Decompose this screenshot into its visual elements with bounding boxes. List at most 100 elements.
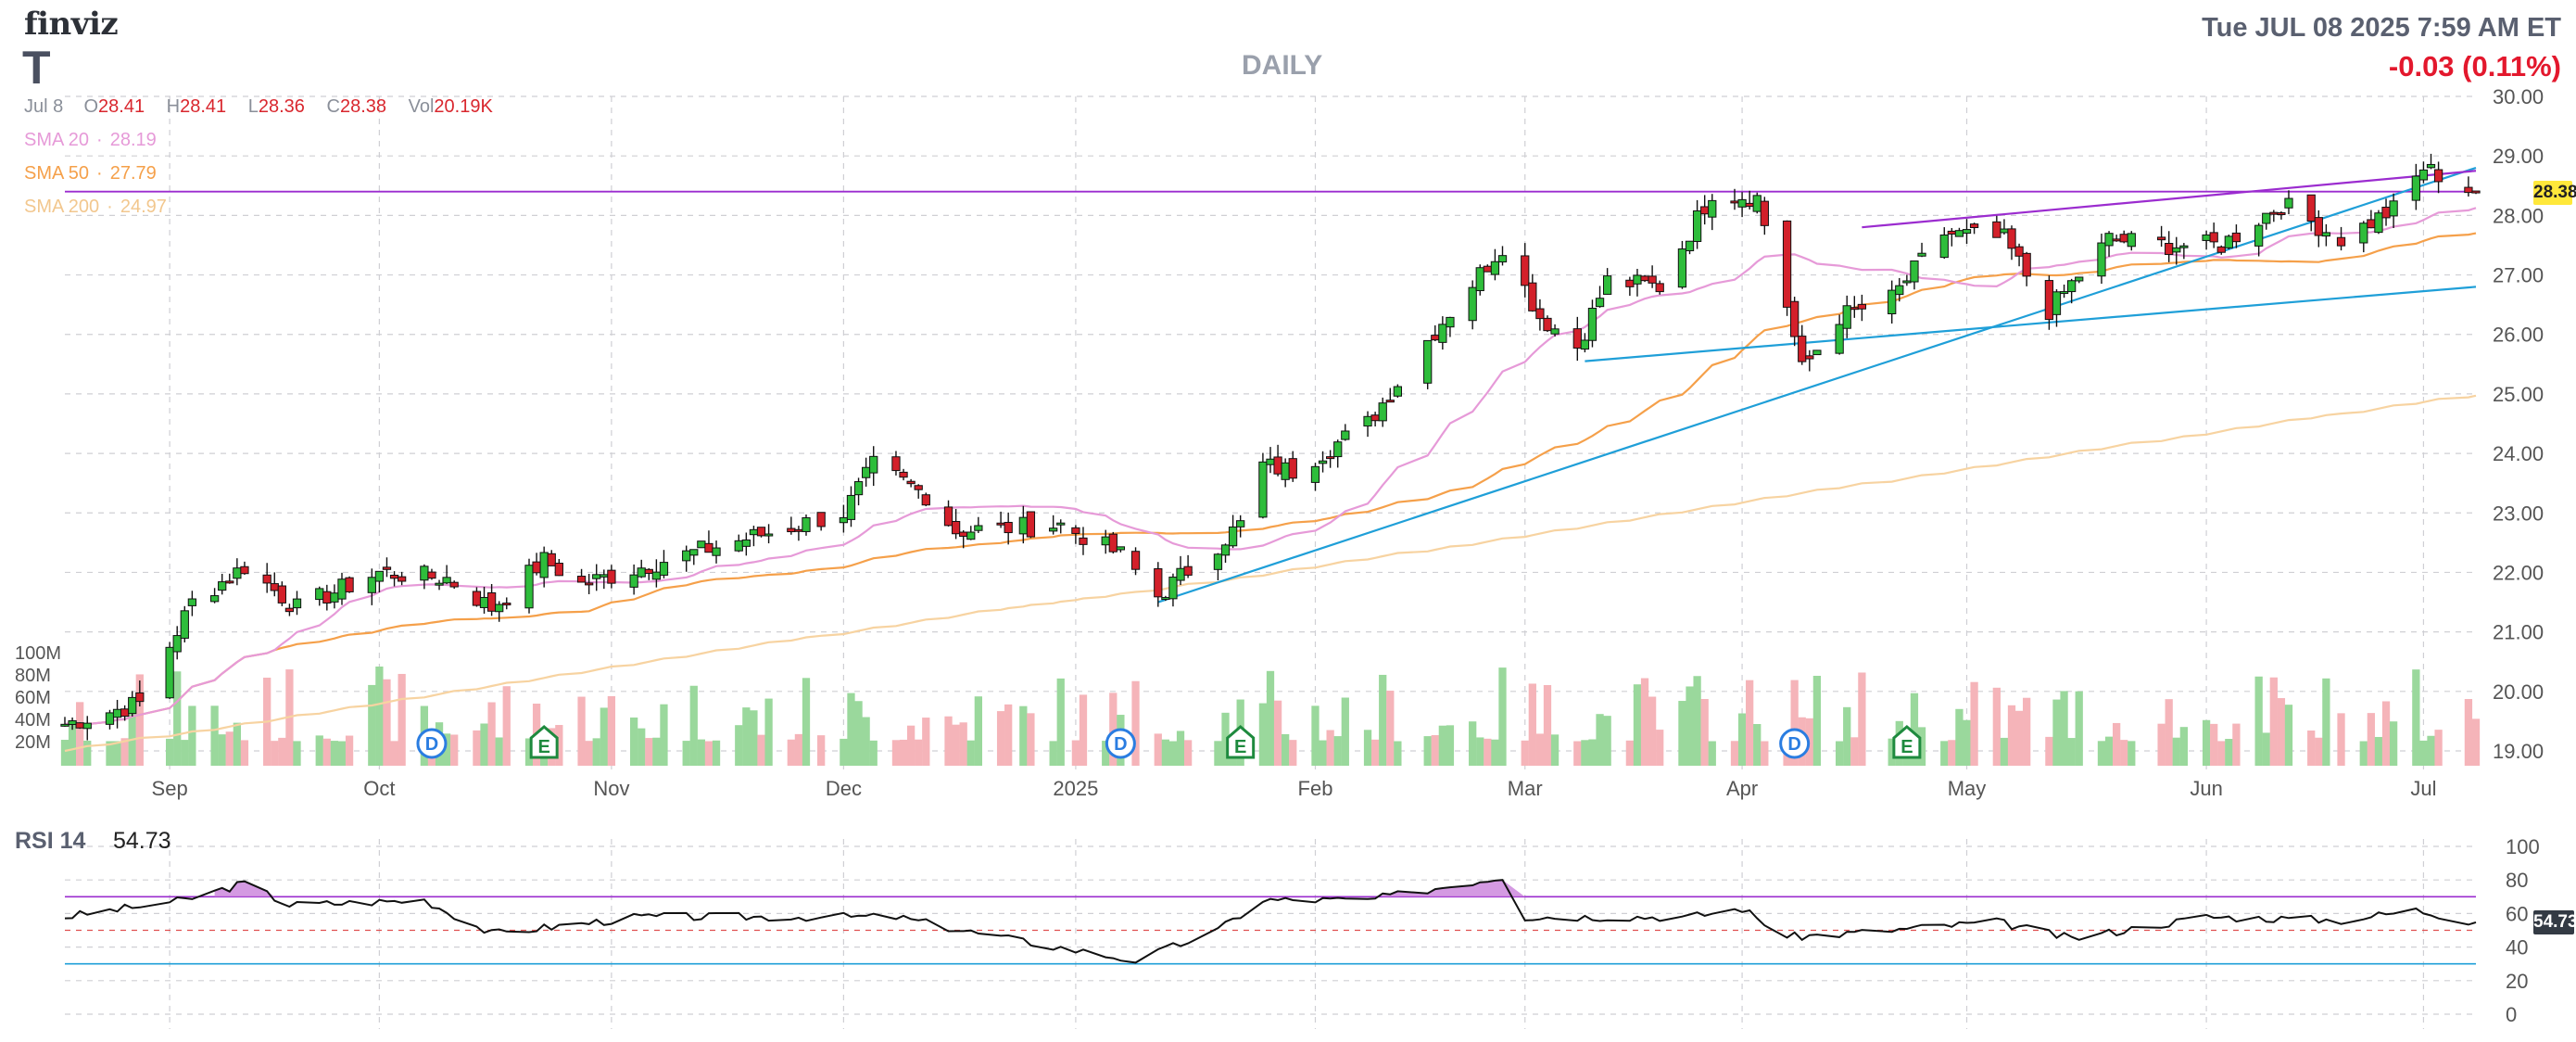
candle-body [1760, 200, 1769, 226]
volume-bar [2322, 678, 2330, 766]
volume-bar [2112, 722, 2121, 766]
rsi-tick-label: 40 [2506, 936, 2528, 959]
volume-bar [750, 710, 758, 766]
volume-bar [1370, 739, 1380, 766]
volume-bar [1753, 724, 1762, 766]
candle-body [1079, 537, 1088, 545]
date-tick-label: Mar [1508, 777, 1543, 800]
volume-bar [577, 696, 586, 766]
volume-tick-label: 80M [15, 666, 51, 686]
date-tick-label: Feb [1298, 777, 1333, 800]
volume-tick-label: 40M [15, 710, 51, 731]
candle-body [592, 574, 601, 579]
volume-bar [891, 740, 901, 766]
volume-bar [1102, 741, 1110, 766]
candle-body [891, 456, 901, 472]
volume-bar [2179, 727, 2188, 766]
earnings-marker-label: E [1234, 737, 1246, 757]
sma50-legend: SMA 50 · 27.79 [24, 163, 157, 184]
volume-value: 20.19K [434, 96, 493, 117]
volume-bar [1266, 670, 1275, 766]
low-value: 28.36 [258, 96, 305, 117]
price-tick-label: 26.00 [2493, 324, 2544, 347]
volume-bar [1221, 712, 1230, 766]
volume-bar [1326, 730, 1334, 766]
volume-bar [1917, 727, 1926, 766]
volume-bar [135, 674, 144, 766]
volume-bar [2045, 736, 2053, 766]
date-tick-label: Oct [363, 777, 395, 800]
sma50-line [64, 232, 2477, 726]
candle-body [1378, 402, 1387, 422]
candle-body [1288, 458, 1297, 479]
candle-body [802, 517, 811, 532]
candle-body [1580, 339, 1590, 350]
candle-body [689, 549, 699, 556]
volume-bar [1109, 693, 1118, 766]
volume-bar [1476, 737, 1484, 766]
volume-bar [83, 740, 92, 766]
volume-bar [1970, 681, 1978, 766]
volume-bar [165, 738, 174, 766]
candle-body [921, 494, 930, 506]
candle-body [869, 455, 878, 474]
candle-body [2179, 245, 2189, 248]
volume-bar [1940, 741, 1949, 766]
candle-body [846, 494, 856, 520]
volume-bar [592, 738, 600, 766]
sma-lines [64, 207, 2477, 753]
candle-body [2000, 228, 2009, 234]
ohlc-date: Jul 8 [24, 96, 64, 117]
candle-body [1790, 300, 1799, 337]
price-tick-label: 25.00 [2493, 383, 2544, 406]
candle-body [277, 585, 286, 604]
volume-bar [2128, 741, 2136, 766]
candle-body [420, 565, 429, 581]
candle-body [120, 708, 130, 718]
volume-bar [555, 725, 563, 766]
candle-body [712, 547, 721, 556]
volume-bar [524, 738, 534, 766]
candle-body [82, 722, 92, 730]
volume-bar [1394, 741, 1402, 766]
candle-body [899, 471, 908, 478]
candle-body [1969, 223, 1979, 229]
volume-bar [1131, 680, 1140, 766]
earnings-marker [1226, 725, 1256, 759]
candle-body [1939, 235, 1949, 259]
volume-bar [1625, 740, 1635, 766]
date-tick-label: Jun [2190, 777, 2222, 800]
candle-body [1116, 546, 1126, 551]
support-trend-line [1585, 286, 2477, 362]
volume-bar [1700, 699, 1709, 766]
rsi-line [64, 879, 2477, 964]
candle-body [2269, 211, 2279, 215]
volume-bar [1640, 678, 1649, 766]
candle-body [1745, 202, 1754, 208]
volume-label: Vol [408, 96, 435, 117]
volume-bar [944, 716, 953, 766]
candle-body [2052, 291, 2062, 315]
candle-body [1370, 414, 1380, 422]
volume-bar [1491, 739, 1499, 766]
volume-bar [1850, 737, 1859, 766]
volume-bar [952, 724, 960, 766]
finviz-logo[interactable]: finviz [24, 6, 119, 43]
volume-bar [188, 705, 196, 766]
candle-body [585, 582, 594, 586]
candle-body [682, 550, 691, 562]
volume-bar [1761, 741, 1769, 766]
candle-body [749, 528, 759, 536]
candle-body [1835, 324, 1844, 354]
candle-body [943, 506, 953, 527]
candle-body [2254, 224, 2264, 247]
volume-bar [600, 707, 608, 766]
candle-body [1108, 533, 1118, 553]
candle-body [1550, 328, 1559, 335]
volume-bar [293, 741, 301, 766]
candle-body [397, 576, 407, 582]
candle-body [1490, 260, 1500, 275]
volume-bar [1948, 740, 1956, 766]
candle-body [629, 574, 638, 588]
candle-body [2284, 197, 2293, 209]
